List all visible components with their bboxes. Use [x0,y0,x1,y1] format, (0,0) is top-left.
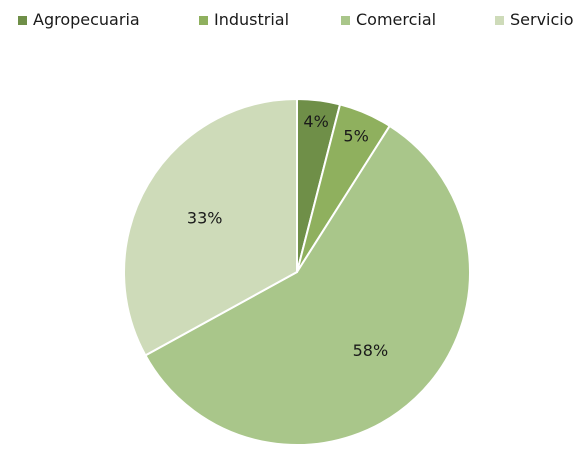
data-label-industrial: 5% [343,127,368,146]
pie-slice-servicio [123,97,298,357]
legend-swatch-agropecuaria [18,16,27,25]
pie-slices [123,97,472,446]
data-label-comercial: 58% [353,341,389,360]
legend-swatch-servicio [495,16,504,25]
data-label-agropecuaria: 4% [303,112,328,131]
pie-slice-comercial [144,124,472,446]
legend-label-comercial: Comercial [356,10,436,29]
legend-swatch-comercial [341,16,350,25]
legend-label-servicio: Servicio [510,10,574,29]
data-label-servicio: 33% [187,208,223,227]
legend-label-industrial: Industrial [214,10,289,29]
legend-swatch-industrial [199,16,208,25]
legend-label-agropecuaria: Agropecuaria [33,10,140,29]
pie-data-labels: 4% 5% 58% 33% [187,112,388,360]
chart-legend: Agropecuaria Industrial Comercial Servicio [18,10,574,29]
